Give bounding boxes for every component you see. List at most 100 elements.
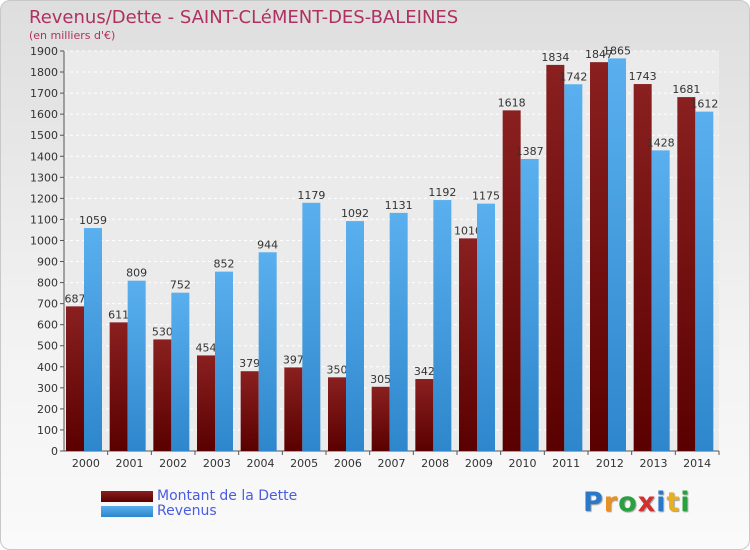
data-label: 454 xyxy=(196,341,217,354)
data-label: 1742 xyxy=(559,70,587,83)
bar-dette xyxy=(546,64,565,451)
y-tick-label: 1200 xyxy=(30,192,58,205)
data-label: 1743 xyxy=(629,70,657,83)
bar-revenus xyxy=(215,271,233,451)
bar-revenus xyxy=(127,280,146,451)
bar-dette xyxy=(109,322,128,451)
y-tick-label: 1700 xyxy=(30,87,58,100)
x-tick-label: 2011 xyxy=(552,457,580,470)
data-label: 1387 xyxy=(516,145,544,158)
data-label: 530 xyxy=(152,325,173,338)
data-label: 1010 xyxy=(454,224,482,237)
data-label: 1059 xyxy=(79,214,107,227)
bar-revenus xyxy=(651,150,670,452)
data-label: 305 xyxy=(370,373,391,386)
data-label: 1618 xyxy=(498,96,526,109)
legend-swatch-debt xyxy=(101,491,153,502)
logo-letter: x xyxy=(637,487,657,518)
chart-subtitle: (en milliers d'€) xyxy=(29,29,116,42)
x-tick-label: 2013 xyxy=(640,457,668,470)
data-label: 687 xyxy=(65,292,86,305)
bar-dette xyxy=(240,371,259,451)
data-label: 1847 xyxy=(585,48,613,61)
x-tick-label: 2010 xyxy=(509,457,537,470)
x-tick-label: 2008 xyxy=(421,457,449,470)
y-tick-label: 1500 xyxy=(30,129,58,142)
chart-title: Revenus/Dette - SAINT-CLéMENT-DES-BALEIN… xyxy=(29,7,459,28)
proxiti-logo: Proxiti xyxy=(583,487,691,518)
y-tick-label: 1800 xyxy=(30,66,58,79)
y-tick-label: 1600 xyxy=(30,108,58,121)
y-tick-label: 1900 xyxy=(30,45,58,58)
data-label: 1175 xyxy=(472,190,500,203)
bar-revenus xyxy=(84,228,102,451)
bar-dette xyxy=(328,377,346,451)
bar-revenus xyxy=(346,221,364,451)
x-tick-label: 2014 xyxy=(683,457,711,470)
x-tick-label: 2009 xyxy=(465,457,493,470)
data-label: 1865 xyxy=(603,44,631,57)
x-tick-label: 2003 xyxy=(203,457,231,470)
y-tick-label: 400 xyxy=(37,361,58,374)
bar-revenus xyxy=(171,292,190,451)
data-label: 1681 xyxy=(672,83,700,96)
y-tick-label: 0 xyxy=(51,445,58,458)
logo-letter: t xyxy=(666,487,681,518)
bar-revenus xyxy=(695,111,714,451)
bar-revenus xyxy=(433,200,452,451)
x-tick-label: 2005 xyxy=(290,457,318,470)
data-label: 1131 xyxy=(385,199,413,212)
y-tick-label: 1000 xyxy=(30,234,58,247)
logo-letter: P xyxy=(583,487,604,518)
y-tick-label: 1100 xyxy=(30,213,58,226)
y-tick-label: 100 xyxy=(37,424,58,437)
bar-dette xyxy=(502,110,521,452)
data-label: 350 xyxy=(327,363,348,376)
data-label: 852 xyxy=(214,258,235,271)
legend-label-debt: Montant de la Dette xyxy=(157,488,298,504)
x-tick-label: 2004 xyxy=(247,457,275,470)
data-label: 1092 xyxy=(341,207,369,220)
data-label: 342 xyxy=(414,365,435,378)
data-label: 1834 xyxy=(541,51,569,64)
bar-dette xyxy=(415,379,434,451)
bar-dette xyxy=(197,355,215,451)
x-tick-label: 2012 xyxy=(596,457,624,470)
bar-dette xyxy=(284,367,303,451)
data-label: 1612 xyxy=(690,98,718,111)
data-label: 379 xyxy=(239,357,260,370)
y-tick-label: 600 xyxy=(37,319,58,332)
y-tick-label: 300 xyxy=(37,382,58,395)
y-tick-label: 1300 xyxy=(30,171,58,184)
legend-label-revenus: Revenus xyxy=(157,503,217,519)
data-label: 611 xyxy=(108,308,129,321)
x-tick-label: 2000 xyxy=(72,457,100,470)
bar-dette xyxy=(371,386,390,451)
y-tick-label: 1400 xyxy=(30,150,58,163)
bar-revenus xyxy=(389,212,408,451)
logo-letter: o xyxy=(618,487,638,518)
bar-dette xyxy=(590,62,608,451)
bar-dette xyxy=(677,97,696,452)
x-tick-label: 2006 xyxy=(334,457,362,470)
y-tick-label: 900 xyxy=(37,256,58,269)
data-label: 944 xyxy=(257,238,278,251)
logo-letter: i xyxy=(680,487,691,518)
bar-revenus xyxy=(477,203,495,451)
data-label: 752 xyxy=(170,279,191,292)
logo-letter: r xyxy=(603,487,619,518)
data-label: 397 xyxy=(283,353,304,366)
legend-swatch-revenus xyxy=(101,506,153,517)
bar-revenus xyxy=(564,84,583,452)
bar-revenus xyxy=(302,202,321,451)
data-label: 809 xyxy=(126,267,147,280)
data-label: 1179 xyxy=(297,189,325,202)
data-label: 1428 xyxy=(647,136,675,149)
y-tick-label: 200 xyxy=(37,403,58,416)
x-tick-label: 2002 xyxy=(159,457,187,470)
y-tick-label: 500 xyxy=(37,340,58,353)
x-tick-label: 2007 xyxy=(378,457,406,470)
bar-revenus xyxy=(520,159,539,451)
